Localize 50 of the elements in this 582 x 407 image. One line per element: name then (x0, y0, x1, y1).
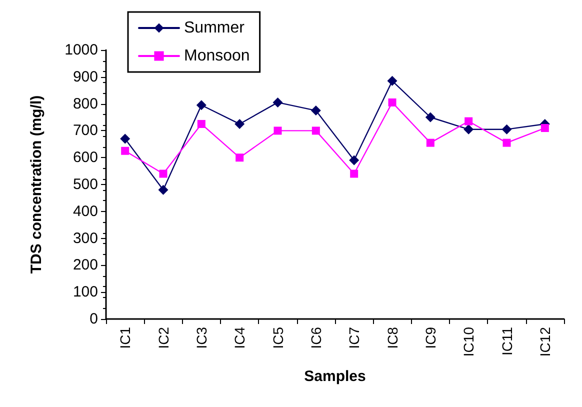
x-axis-title: Samples (304, 368, 366, 385)
point (234, 118, 245, 129)
point (388, 98, 396, 106)
point (312, 126, 320, 135)
y-tick-label: 700 (72, 122, 98, 140)
x-tick-label: IC2 (155, 326, 172, 349)
point (464, 124, 474, 134)
x-tick-label: IC10 (460, 326, 477, 357)
legend-label: Monsoon (184, 48, 250, 64)
legend-label: Summer (184, 20, 246, 36)
point (349, 155, 360, 166)
y-tick-label: 800 (72, 95, 98, 112)
x-tick-label: IC1 (117, 326, 134, 349)
point (426, 138, 434, 147)
x-tick-label: IC5 (270, 326, 286, 349)
x-tick-label: IC12 (536, 326, 553, 357)
point (350, 170, 358, 178)
point (272, 97, 283, 108)
y-tick-label: 900 (72, 68, 98, 86)
point (120, 134, 130, 144)
x-tick-label: IC3 (193, 326, 210, 349)
point (121, 146, 130, 155)
point (158, 184, 168, 195)
x-tick-label: IC6 (308, 326, 324, 349)
x-tick-label: IC9 (422, 326, 438, 349)
y-tick-label: 500 (72, 176, 98, 193)
x-tick-label: IC8 (384, 326, 400, 349)
y-axis-title: TDS concentration (mg/l) (28, 95, 45, 274)
x-tick-label: IC7 (346, 326, 362, 349)
y-tick-label: 300 (72, 230, 98, 247)
point (197, 120, 206, 128)
x-tick-label: IC11 (498, 326, 515, 356)
point (540, 124, 549, 132)
point (310, 106, 321, 116)
point (425, 112, 436, 122)
point (502, 124, 512, 134)
point (464, 117, 473, 126)
y-tick-label: 100 (72, 284, 98, 301)
point (274, 126, 282, 135)
point (502, 138, 511, 147)
y-tick-label: 200 (72, 256, 98, 274)
y-tick-label: 0 (90, 310, 98, 328)
y-tick-label: 400 (72, 202, 98, 220)
point (159, 170, 168, 178)
point (236, 154, 244, 162)
point (196, 100, 206, 110)
y-tick-label: 1000 (64, 42, 98, 58)
x-tick-label: IC4 (232, 326, 248, 349)
point (387, 76, 398, 86)
y-tick-label: 600 (72, 149, 98, 166)
